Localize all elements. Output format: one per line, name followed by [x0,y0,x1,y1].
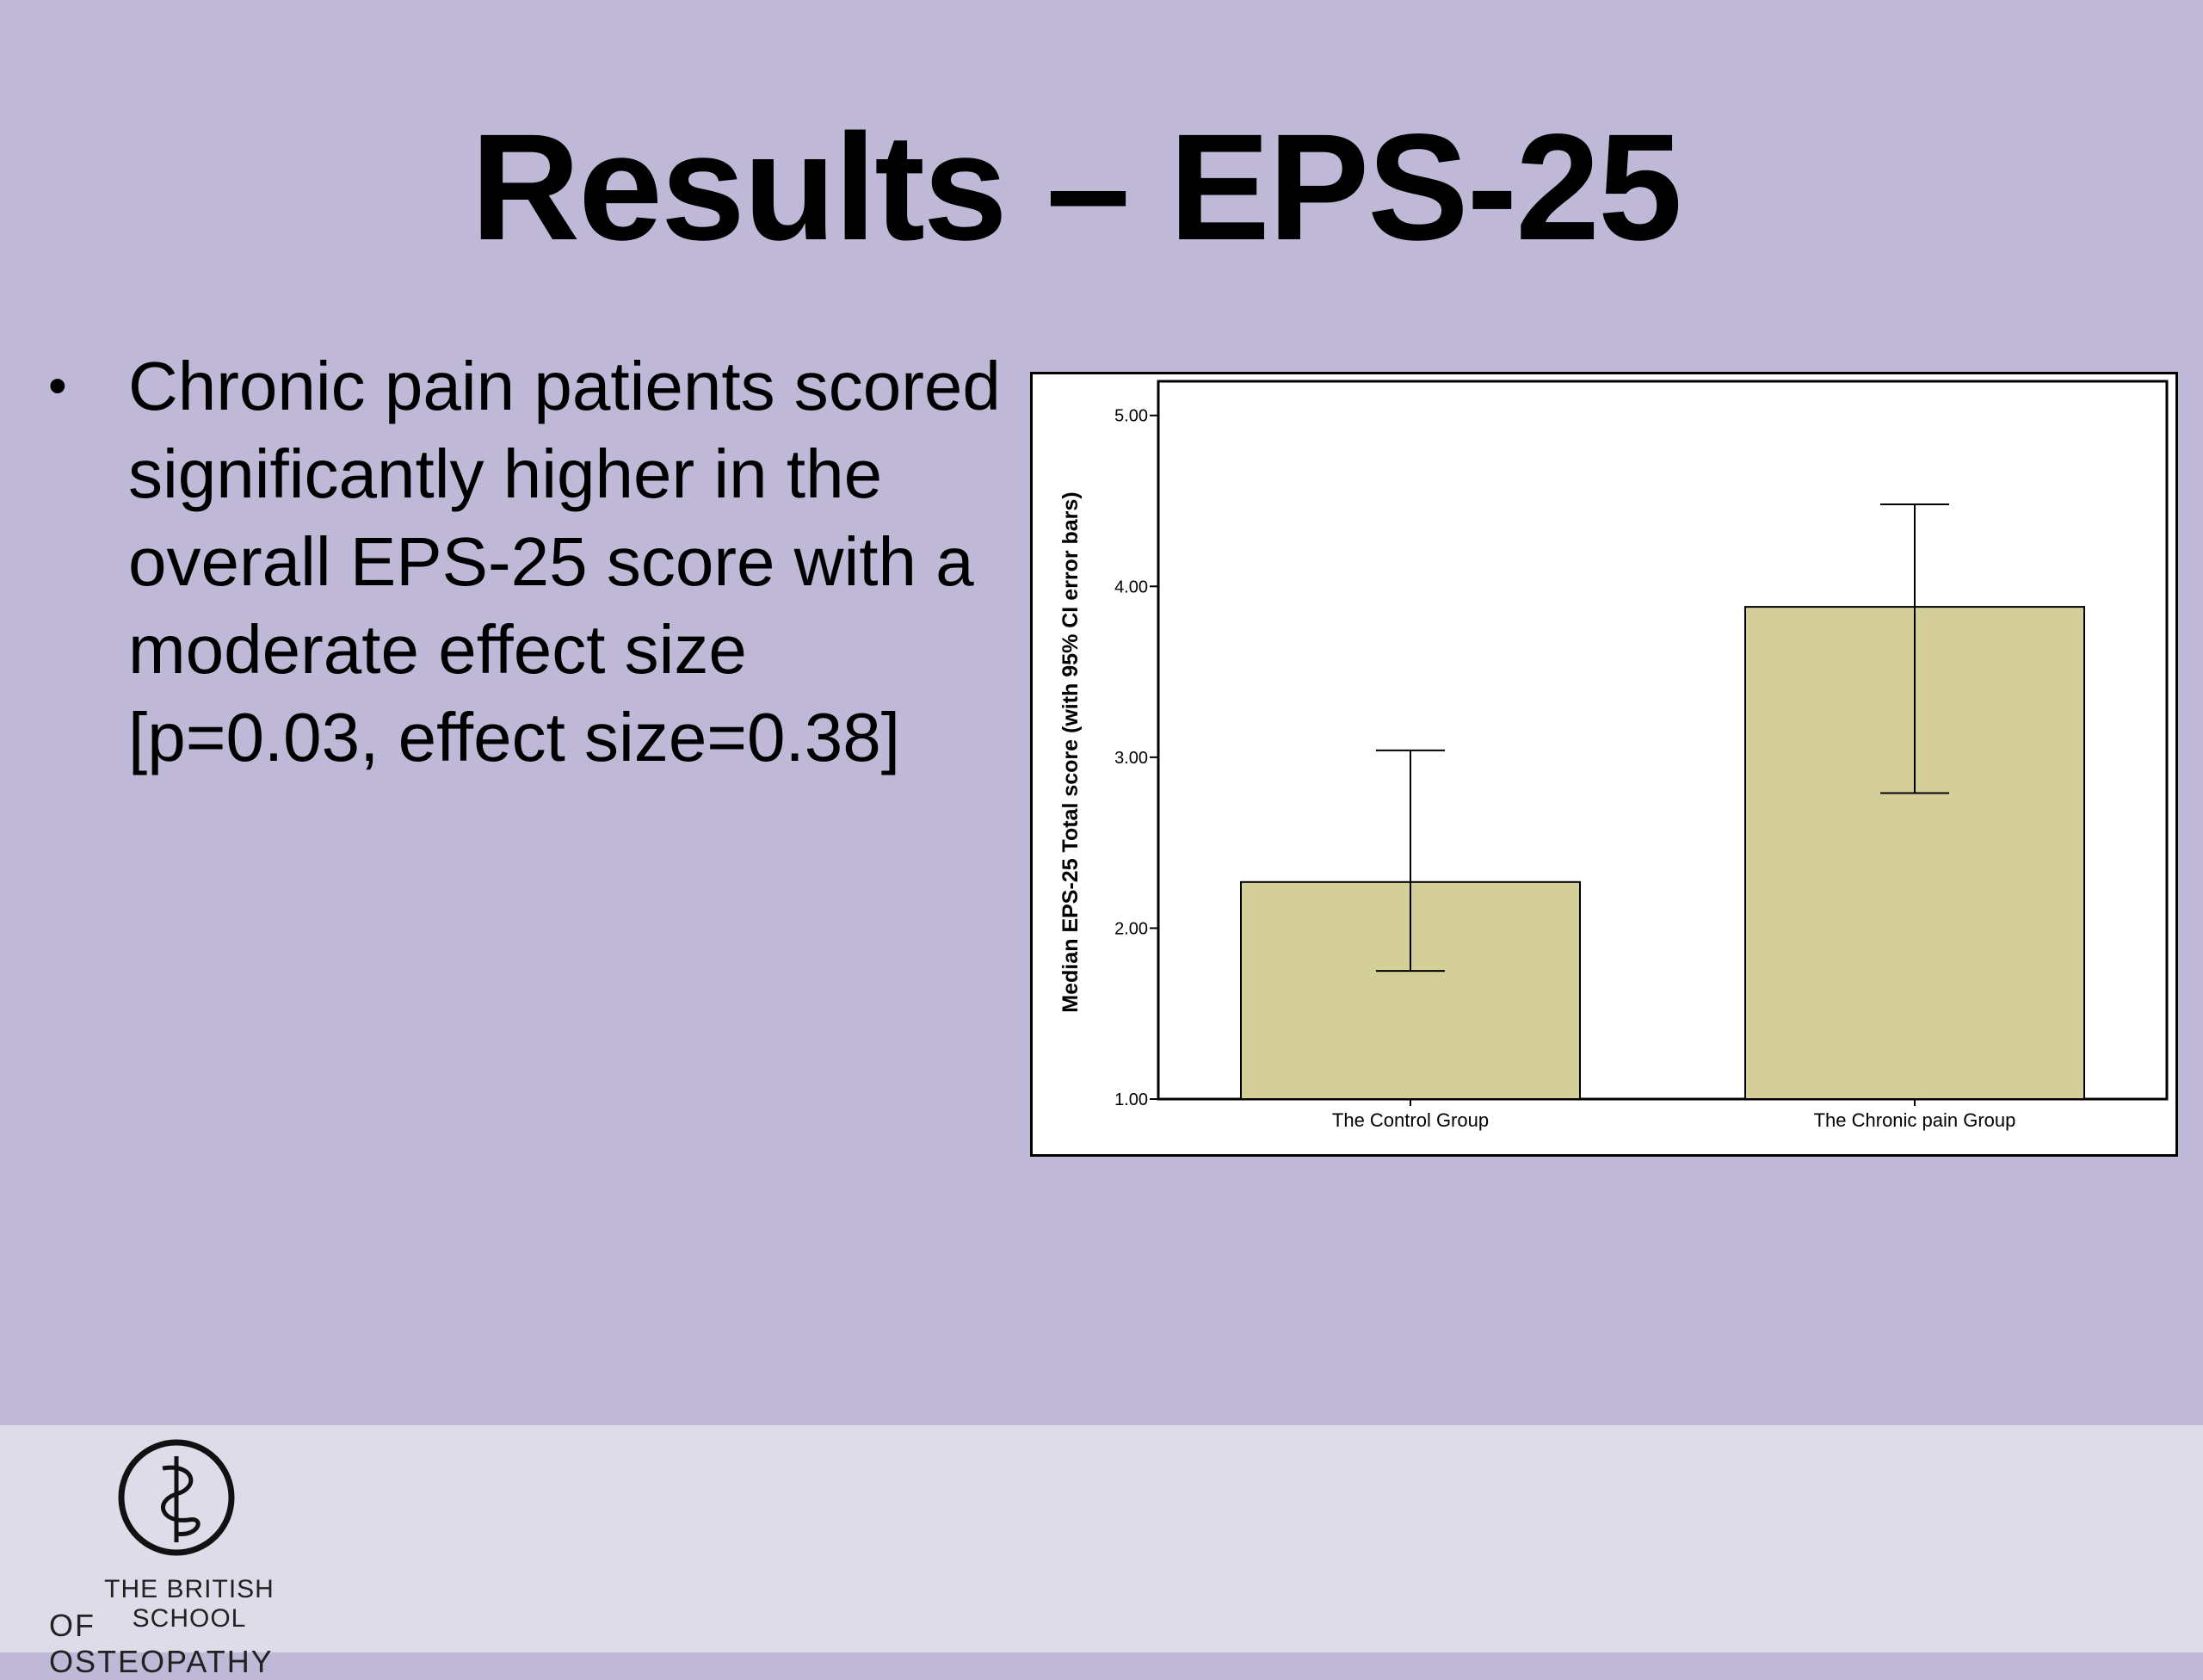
x-tick-label-0: The Control Group [1332,1109,1489,1131]
bullet-marker: • [48,356,67,416]
logo-text-line1: THE BRITISH SCHOOL [104,1575,275,1633]
y-axis-label: Median EPS-25 Total score (with 95% CI e… [1058,491,1083,1012]
logo-emblem-icon [118,1439,235,1556]
school-logo: THE BRITISH SCHOOL OF OSTEOPATHY [47,1437,314,1679]
footer-band [0,1425,2203,1652]
logo-text-line2: OF OSTEOPATHY [49,1608,274,1679]
y-tick-label-1: 2.00 [1114,919,1148,938]
bar-chart: Median EPS-25 Total score (with 95% CI e… [1030,372,2178,1157]
y-tick-label-3: 4.00 [1114,578,1148,596]
bullet-point: • Chronic pain patients scored significa… [45,343,1009,781]
y-tick-label-2: 3.00 [1114,749,1148,768]
slide-title: Results – EPS-25 [471,103,1682,272]
bullet-text: Chronic pain patients scored significant… [128,348,1001,775]
y-tick-label-4: 5.00 [1114,407,1148,426]
x-tick-label-1: The Chronic pain Group [1814,1109,2016,1131]
bar-0 [1240,880,1581,1100]
chart-svg: Median EPS-25 Total score (with 95% CI e… [1058,380,2169,1131]
y-tick-label-0: 1.00 [1114,1090,1148,1109]
